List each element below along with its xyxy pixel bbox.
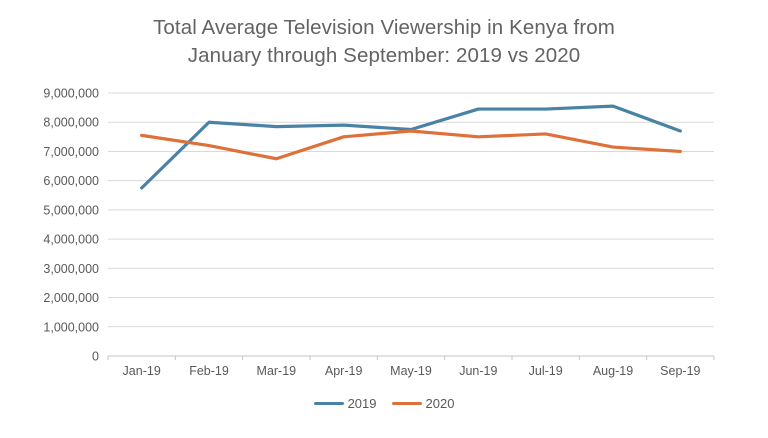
y-tick-label: 3,000,000 — [43, 262, 99, 276]
series-line-2020 — [140, 129, 682, 161]
y-tick-label: 5,000,000 — [43, 203, 99, 217]
y-tick-label: 9,000,000 — [43, 87, 99, 101]
legend: 2019 2020 — [0, 396, 768, 411]
chart-title: Total Average Television Viewership in K… — [0, 14, 768, 70]
y-tick-label: 7,000,000 — [43, 145, 99, 159]
y-tick-label: 1,000,000 — [43, 320, 99, 334]
x-tick-label: Jan-19 — [123, 364, 161, 378]
x-tick-label: Jul-19 — [529, 364, 563, 378]
chart-title-line-2: January through September: 2019 vs 2020 — [187, 44, 581, 67]
y-tick-label: 8,000,000 — [43, 116, 99, 130]
legend-label-2020: 2020 — [425, 396, 455, 411]
y-tick-label: 4,000,000 — [43, 233, 99, 247]
legend-swatch-2019 — [313, 402, 344, 405]
x-tick-label: Aug-19 — [593, 364, 633, 378]
legend-item-2020: 2020 — [391, 396, 455, 411]
x-tick-label: Feb-19 — [189, 364, 229, 378]
y-tick-label: 2,000,000 — [43, 291, 99, 305]
x-tick-label: Apr-19 — [325, 364, 363, 378]
legend-item-2019: 2019 — [313, 396, 377, 411]
x-tick-label: May-19 — [390, 364, 432, 378]
legend-swatch-2020 — [391, 402, 422, 405]
x-tick-label: Mar-19 — [257, 364, 297, 378]
x-tick-label: Jun-19 — [459, 364, 497, 378]
y-tick-label: 0 — [92, 350, 99, 364]
chart-title-line-1: Total Average Television Viewership in K… — [153, 16, 615, 39]
x-tick-label: Sep-19 — [660, 364, 700, 378]
y-tick-label: 6,000,000 — [43, 174, 99, 188]
legend-label-2019: 2019 — [347, 396, 377, 411]
